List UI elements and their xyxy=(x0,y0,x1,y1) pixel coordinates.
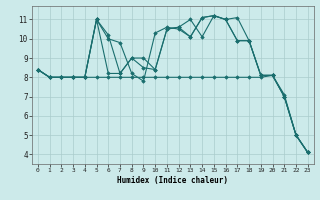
X-axis label: Humidex (Indice chaleur): Humidex (Indice chaleur) xyxy=(117,176,228,185)
